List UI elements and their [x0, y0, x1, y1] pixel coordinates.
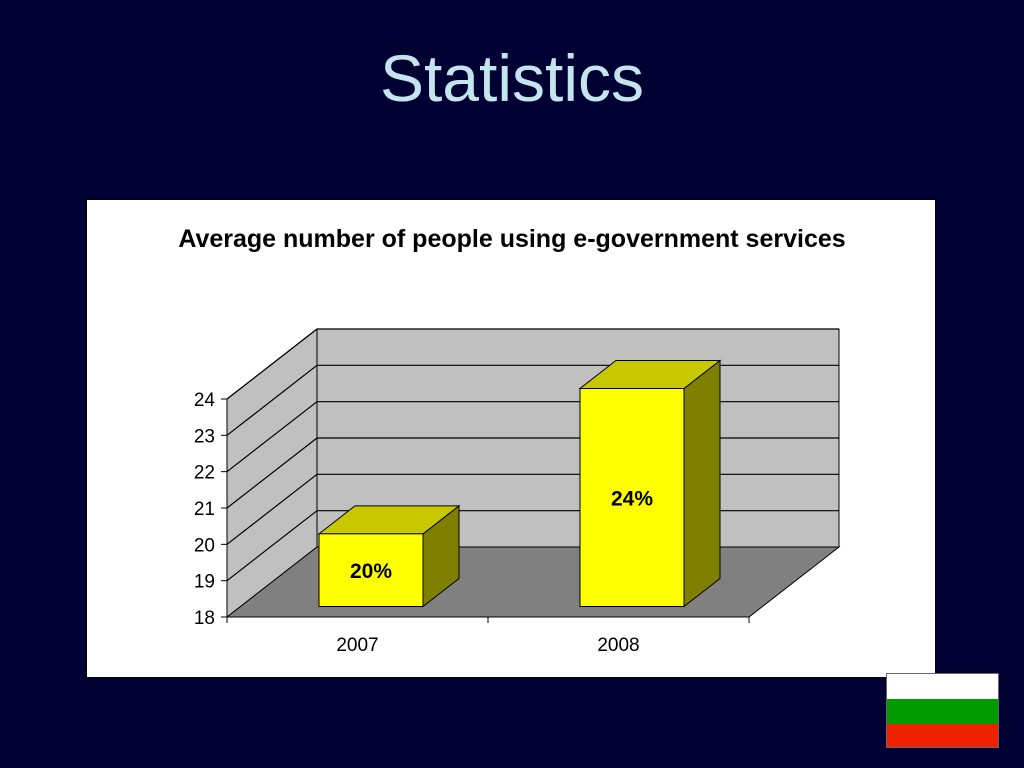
- x-tick-label: 2008: [597, 635, 639, 656]
- gridline: [226, 473, 839, 545]
- gridline-side: [226, 364, 318, 436]
- data-label: 24%: [611, 488, 653, 511]
- gridline: [226, 437, 839, 509]
- bar-front: [318, 533, 424, 608]
- data-label: 20%: [350, 560, 392, 583]
- y-tick-label: 20: [194, 535, 215, 556]
- gridline-side: [226, 328, 318, 400]
- y-tick-label: 18: [194, 608, 215, 629]
- gridline: [226, 401, 839, 473]
- y-tick-label: 22: [194, 463, 215, 484]
- flag-stripe-green: [887, 699, 998, 724]
- flag-stripe-red: [887, 724, 998, 747]
- y-tick-label: 21: [194, 499, 215, 520]
- bar-side: [683, 359, 721, 608]
- chart-panel: Average number of people using e-governm…: [86, 199, 936, 678]
- y-tick-label: 19: [194, 572, 215, 593]
- gridline-side: [226, 401, 318, 473]
- gridline-side: [226, 510, 318, 582]
- gridline-side: [226, 473, 318, 545]
- slide-title: Statistics: [379, 41, 645, 115]
- x-tick-label: 2007: [336, 635, 378, 656]
- gridline: [226, 364, 839, 436]
- y-tick-label: 24: [194, 390, 216, 411]
- gridline: [226, 328, 839, 400]
- gridline-side: [226, 437, 318, 509]
- bar-chart: 20% 24% 18 19 20 21 22 23 24 2007 2008: [194, 327, 841, 656]
- bar-2008: 24%: [578, 359, 722, 608]
- flag-stripe-white: [887, 674, 998, 699]
- bar-2007: 20%: [317, 504, 461, 608]
- bulgarian-flag-icon: [886, 673, 999, 748]
- chart-title: Average number of people using e-governm…: [178, 225, 846, 253]
- bar-front: [579, 388, 685, 607]
- y-tick-label: 23: [194, 426, 215, 447]
